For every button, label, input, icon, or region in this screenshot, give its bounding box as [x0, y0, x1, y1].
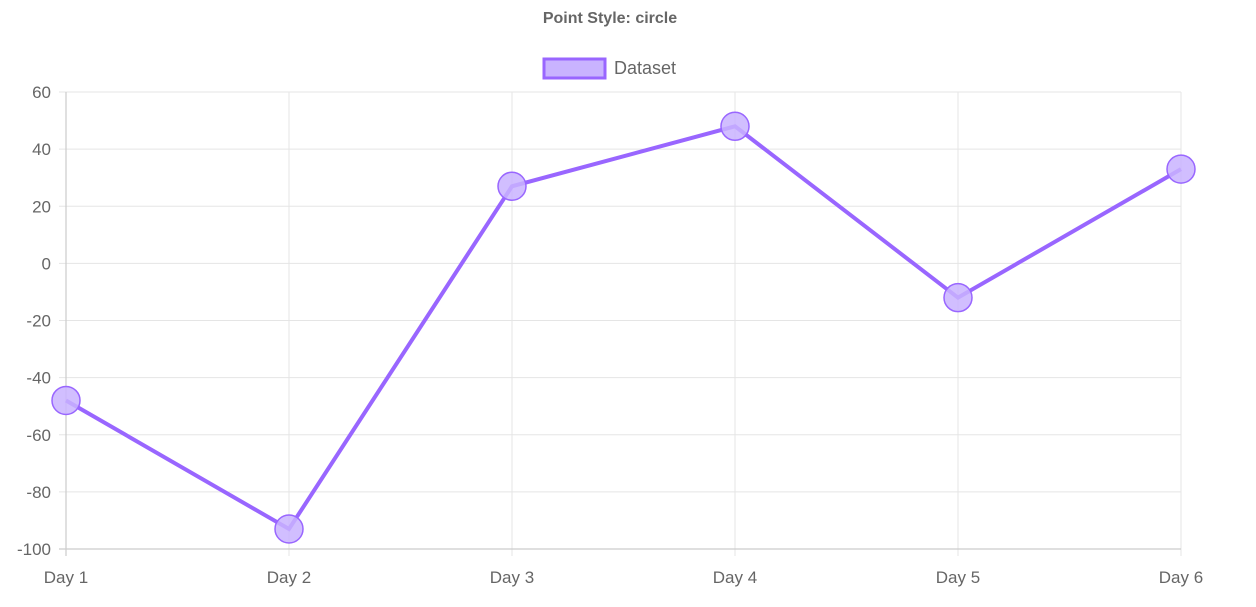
- x-tick-label: Day 4: [713, 568, 757, 587]
- x-axis-ticks: Day 1 Day 2 Day 3 Day 4 Day 5 Day 6: [44, 568, 1203, 587]
- y-tick-label: 0: [42, 254, 51, 273]
- y-tick-label: 60: [32, 83, 51, 102]
- legend[interactable]: Dataset: [542, 57, 676, 80]
- series-dataset: [65, 124, 1182, 532]
- chart-title: Point Style: circle: [543, 10, 677, 27]
- grid: [59, 91, 1182, 556]
- x-tick-label: Day 3: [490, 568, 534, 587]
- data-point[interactable]: [51, 385, 81, 416]
- x-tick-label: Day 6: [1159, 568, 1203, 587]
- axes: [59, 92, 1181, 556]
- data-points: [51, 111, 1196, 544]
- y-tick-label: -80: [26, 483, 51, 502]
- y-tick-label: -60: [26, 426, 51, 445]
- y-tick-label: -40: [26, 369, 51, 388]
- data-point[interactable]: [274, 514, 304, 544]
- y-tick-label: -100: [17, 540, 51, 559]
- data-point[interactable]: [720, 111, 750, 142]
- y-tick-label: 40: [32, 140, 51, 159]
- y-tick-label: 20: [32, 197, 51, 216]
- data-point[interactable]: [943, 282, 973, 313]
- x-tick-label: Day 1: [44, 568, 88, 587]
- y-tick-label: -20: [26, 312, 51, 331]
- legend-swatch[interactable]: [542, 57, 607, 80]
- x-tick-label: Day 2: [267, 568, 311, 587]
- y-axis-ticks: 60 40 20 0 -20 -40 -60 -80 -100: [17, 83, 51, 559]
- data-point[interactable]: [497, 171, 527, 202]
- x-tick-label: Day 5: [936, 568, 980, 587]
- data-point[interactable]: [1166, 154, 1196, 184]
- legend-label[interactable]: Dataset: [614, 58, 676, 78]
- series-line: [65, 124, 1182, 532]
